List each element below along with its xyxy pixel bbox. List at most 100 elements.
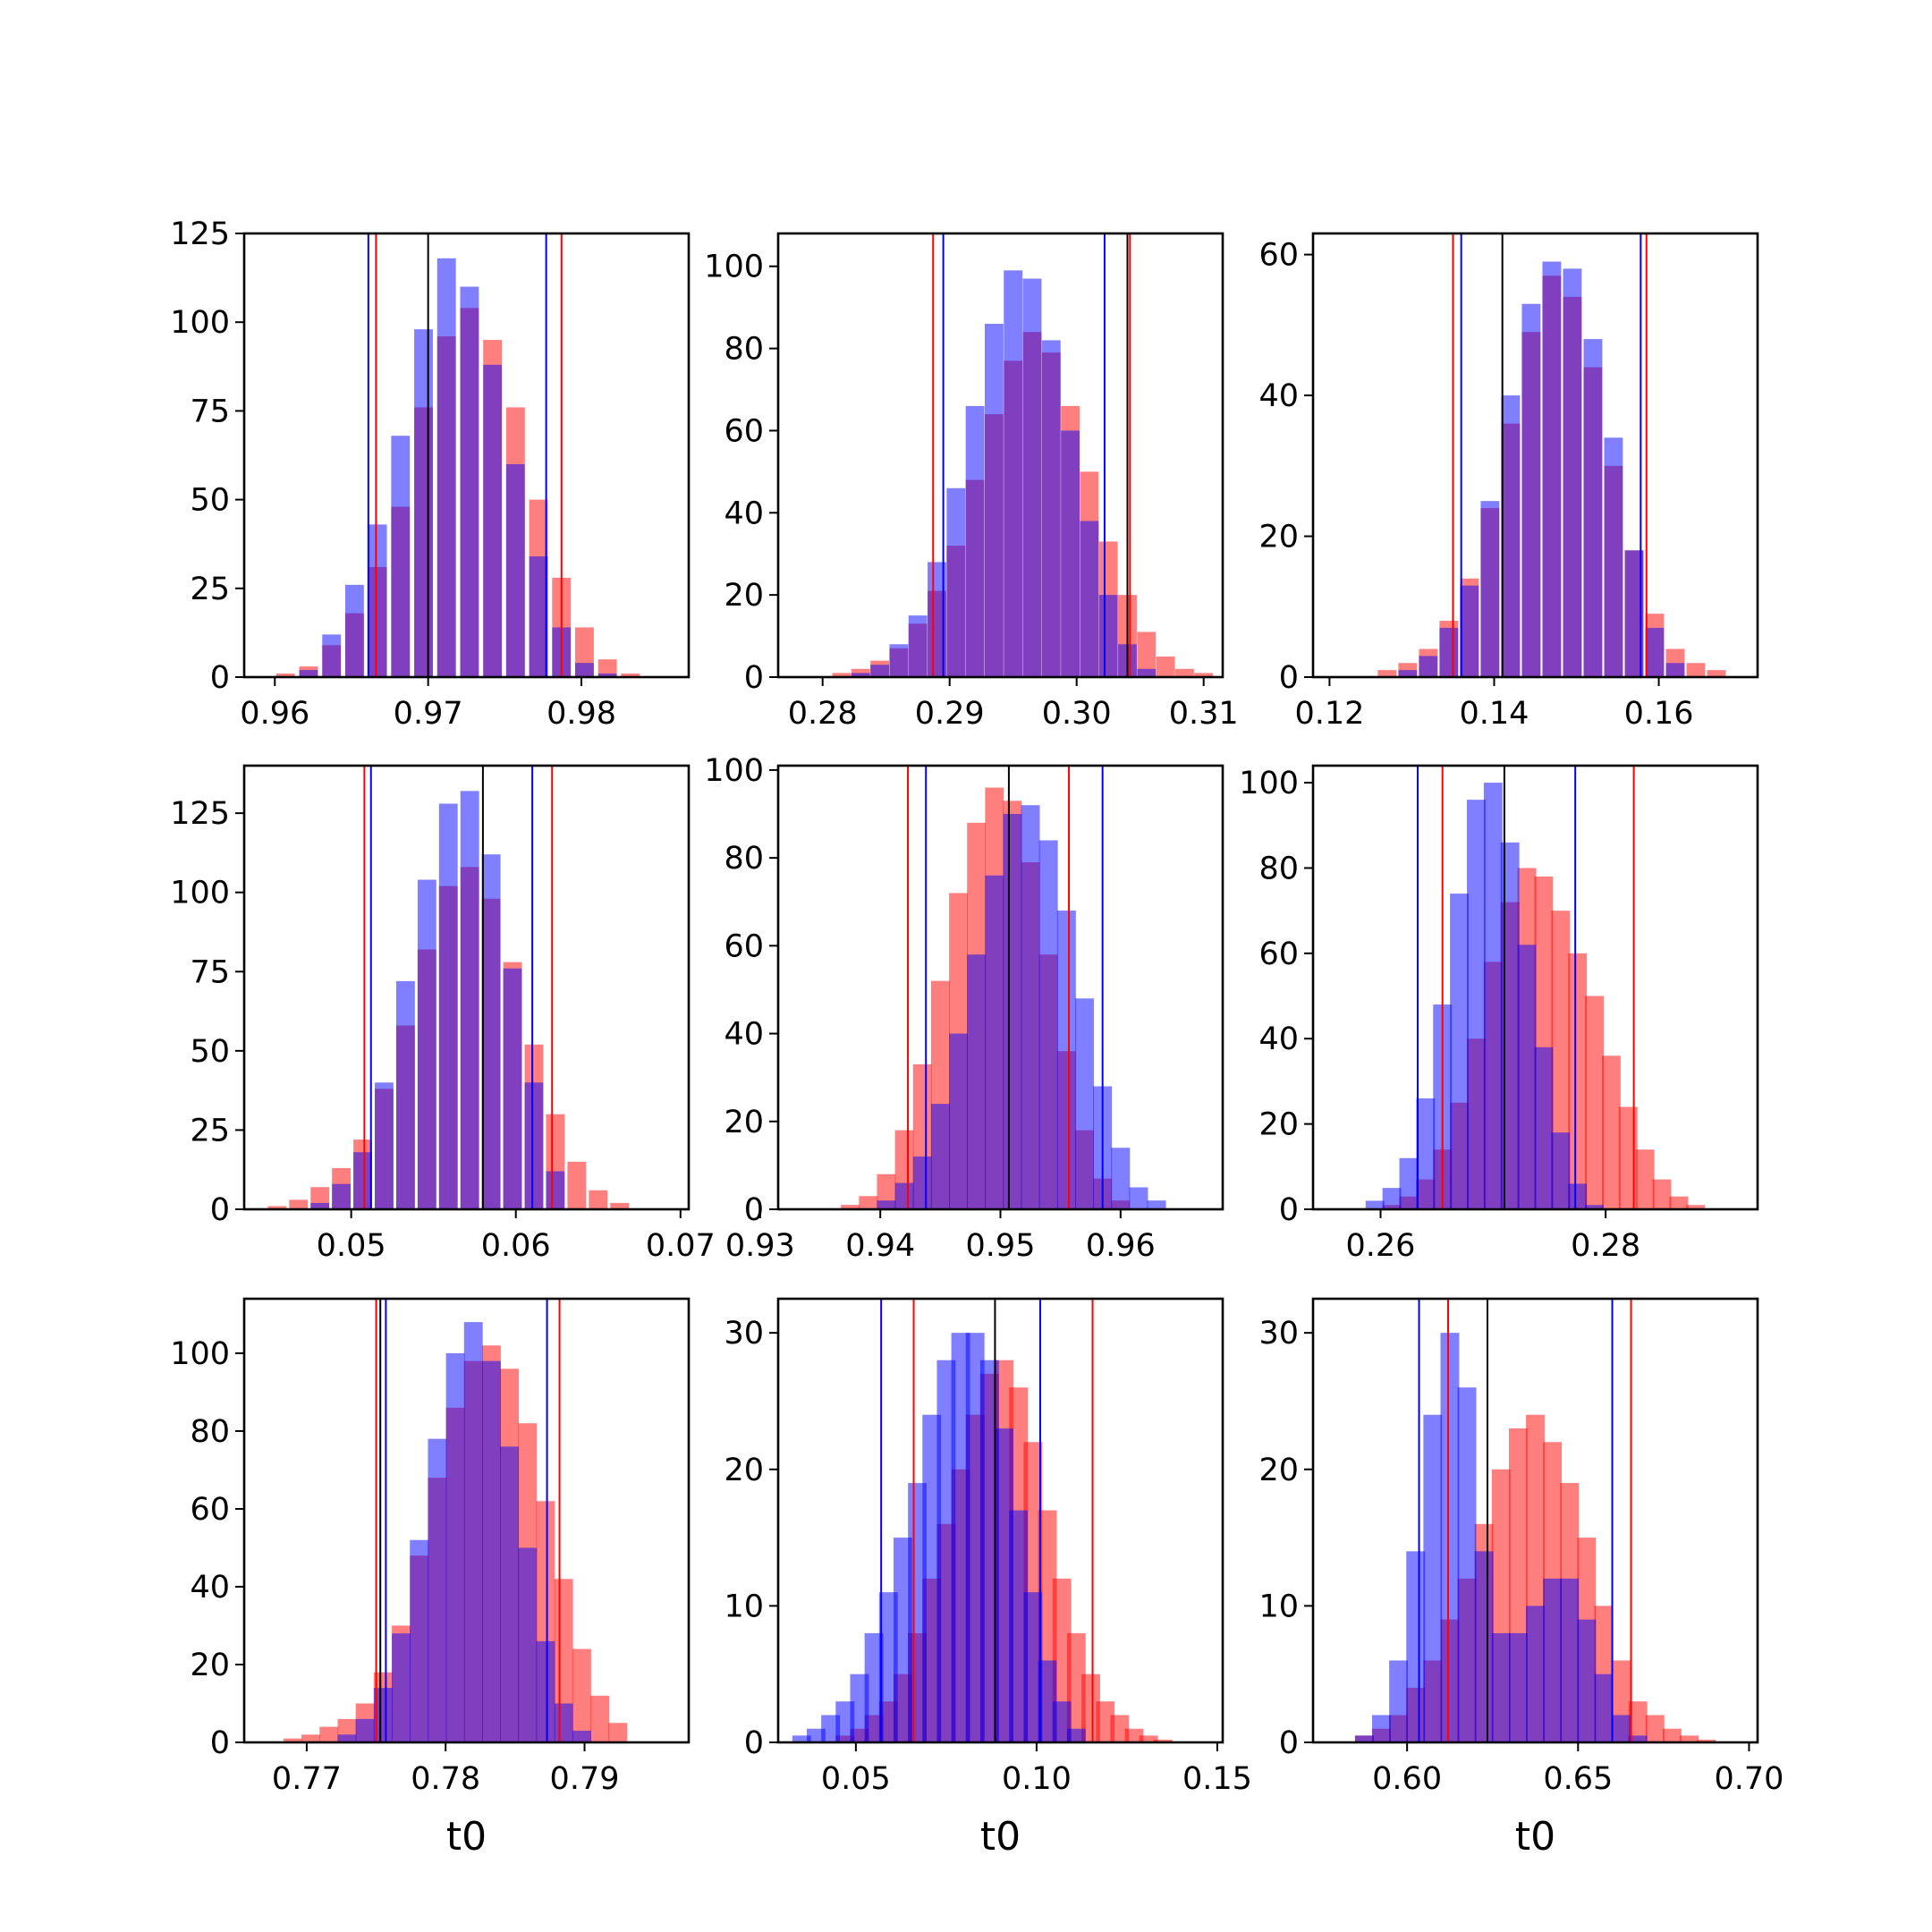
axes-frame xyxy=(242,1297,691,1744)
red-histogram-bar xyxy=(1052,1578,1072,1742)
x-tick-label: 0.26 xyxy=(1346,1228,1416,1264)
red-histogram-bar xyxy=(1194,673,1214,677)
x-tick-label: 0.29 xyxy=(915,696,985,732)
plot-area xyxy=(283,1299,628,1742)
red-histogram-bar xyxy=(1669,1196,1689,1209)
blue-histogram-bar xyxy=(1480,501,1500,677)
histogram-panel-3: 0.12 0.14 0.16 0 20 40 60 xyxy=(1258,232,1759,732)
y-tick-label: 75 xyxy=(190,394,230,429)
y-tick-label: 40 xyxy=(724,496,764,531)
blue-histogram-bar xyxy=(1491,1632,1511,1742)
y-tick-label: 60 xyxy=(1258,238,1299,274)
blue-histogram-bar xyxy=(1483,783,1503,1209)
blue-histogram-bar xyxy=(1467,800,1486,1209)
blue-histogram-bar xyxy=(870,665,890,677)
blue-histogram-bar xyxy=(1041,340,1061,677)
red-histogram-bar xyxy=(1174,668,1194,677)
y-tick-label: 30 xyxy=(724,1316,764,1352)
blue-histogram-bar xyxy=(414,329,433,677)
red-histogram-bar xyxy=(572,1648,591,1742)
blue-histogram-bar xyxy=(529,556,548,677)
blue-histogram-bar xyxy=(1543,1578,1563,1742)
blue-histogram-bar xyxy=(1500,842,1520,1209)
blue-histogram-bar xyxy=(546,1171,565,1209)
red-histogram-bar xyxy=(1652,1179,1672,1209)
blue-histogram-bar xyxy=(1551,1132,1571,1209)
blue-histogram-bar xyxy=(1440,1333,1460,1742)
axes-frame xyxy=(1311,764,1759,1211)
blue-histogram-bar xyxy=(949,1033,968,1209)
y-tick-label: 60 xyxy=(190,1492,230,1528)
y-tick-label: 0 xyxy=(744,1725,764,1761)
red-histogram-bar xyxy=(1645,1715,1665,1742)
plot-area xyxy=(792,1299,1173,1742)
histogram-panel-2: 0.28 0.29 0.30 0.31 0 20 40 60 80 100 xyxy=(704,232,1239,732)
plot-area xyxy=(841,766,1166,1209)
red-histogram-bar xyxy=(851,668,870,677)
blue-histogram-bar xyxy=(1354,1735,1374,1742)
blue-histogram-bar xyxy=(984,324,1004,677)
plot-area xyxy=(275,233,640,677)
blue-histogram-bar xyxy=(417,879,436,1209)
x-tick-label: 0.15 xyxy=(1182,1761,1252,1797)
red-histogram-bar xyxy=(283,1738,302,1742)
blue-histogram-bar xyxy=(375,1082,394,1209)
y-tick-label: 20 xyxy=(190,1648,230,1683)
y-tick-label: 20 xyxy=(1258,520,1299,555)
red-histogram-bar xyxy=(608,1723,628,1742)
blue-histogram-bar xyxy=(500,1446,520,1742)
red-histogram-bar xyxy=(1081,1674,1100,1742)
blue-histogram-bar xyxy=(1624,550,1644,677)
red-histogram-bar xyxy=(1707,670,1726,677)
x-tick-label: 0.06 xyxy=(481,1228,551,1264)
red-histogram-bar xyxy=(610,1202,630,1209)
red-histogram-bar xyxy=(1680,1735,1699,1742)
blue-histogram-bar xyxy=(1568,1183,1588,1209)
blue-histogram-bar xyxy=(1416,1098,1436,1209)
blue-histogram-bar xyxy=(1399,1157,1419,1209)
red-histogram-bar xyxy=(1585,996,1604,1209)
plot-area xyxy=(1354,1299,1716,1742)
red-histogram-bar xyxy=(1568,953,1588,1209)
axes-frame xyxy=(242,764,691,1211)
blue-histogram-bar xyxy=(889,644,909,677)
y-tick-label: 20 xyxy=(724,1105,764,1140)
y-tick-label: 30 xyxy=(1258,1316,1299,1352)
x-tick-label: 0.30 xyxy=(1042,696,1112,732)
blue-histogram-bar xyxy=(1022,278,1042,677)
blue-histogram-bar xyxy=(1526,1606,1545,1742)
red-histogram-bar xyxy=(597,659,617,677)
blue-histogram-bar xyxy=(1419,656,1438,677)
y-tick-label: 10 xyxy=(724,1589,764,1624)
blue-histogram-bar xyxy=(792,1735,811,1742)
x-tick-label: 0.97 xyxy=(394,696,463,732)
blue-histogram-bar xyxy=(1460,585,1479,677)
histogram-panel-6: 0.26 0.28 0 20 40 60 80 100 xyxy=(1239,764,1759,1264)
y-tick-label: 75 xyxy=(190,954,230,990)
y-tick-label: 0 xyxy=(1279,1725,1299,1761)
blue-histogram-bar xyxy=(1583,339,1603,677)
y-tick-label: 0 xyxy=(210,1192,230,1228)
red-histogram-bar xyxy=(590,1695,610,1742)
y-tick-label: 80 xyxy=(190,1414,230,1450)
blue-histogram-bar xyxy=(1585,1205,1604,1209)
axes-frame xyxy=(1311,1297,1759,1744)
y-tick-label: 125 xyxy=(170,796,230,832)
histogram-panel-5: 0.93 0.94 0.95 0.96 0 20 40 60 80 100 xyxy=(704,753,1224,1264)
blue-histogram-bar xyxy=(1075,998,1094,1209)
blue-histogram-bar xyxy=(1563,268,1582,677)
blue-histogram-bar xyxy=(1398,670,1418,677)
histogram-panel-8: 0.05 0.10 0.15 0 10 20 30 t0 xyxy=(724,1297,1252,1860)
blue-histogram-bar xyxy=(1004,270,1023,677)
plot-area xyxy=(1377,233,1726,677)
blue-histogram-bar xyxy=(353,1152,372,1209)
red-histogram-bar xyxy=(1686,663,1706,677)
y-tick-label: 80 xyxy=(1258,851,1299,886)
y-tick-label: 60 xyxy=(724,413,764,449)
blue-histogram-bar xyxy=(1560,1578,1580,1742)
x-tick-label: 0.16 xyxy=(1624,696,1694,732)
blue-histogram-bar xyxy=(337,1734,357,1742)
red-histogram-bar xyxy=(319,1726,339,1742)
x-tick-label: 0.10 xyxy=(1002,1761,1072,1797)
